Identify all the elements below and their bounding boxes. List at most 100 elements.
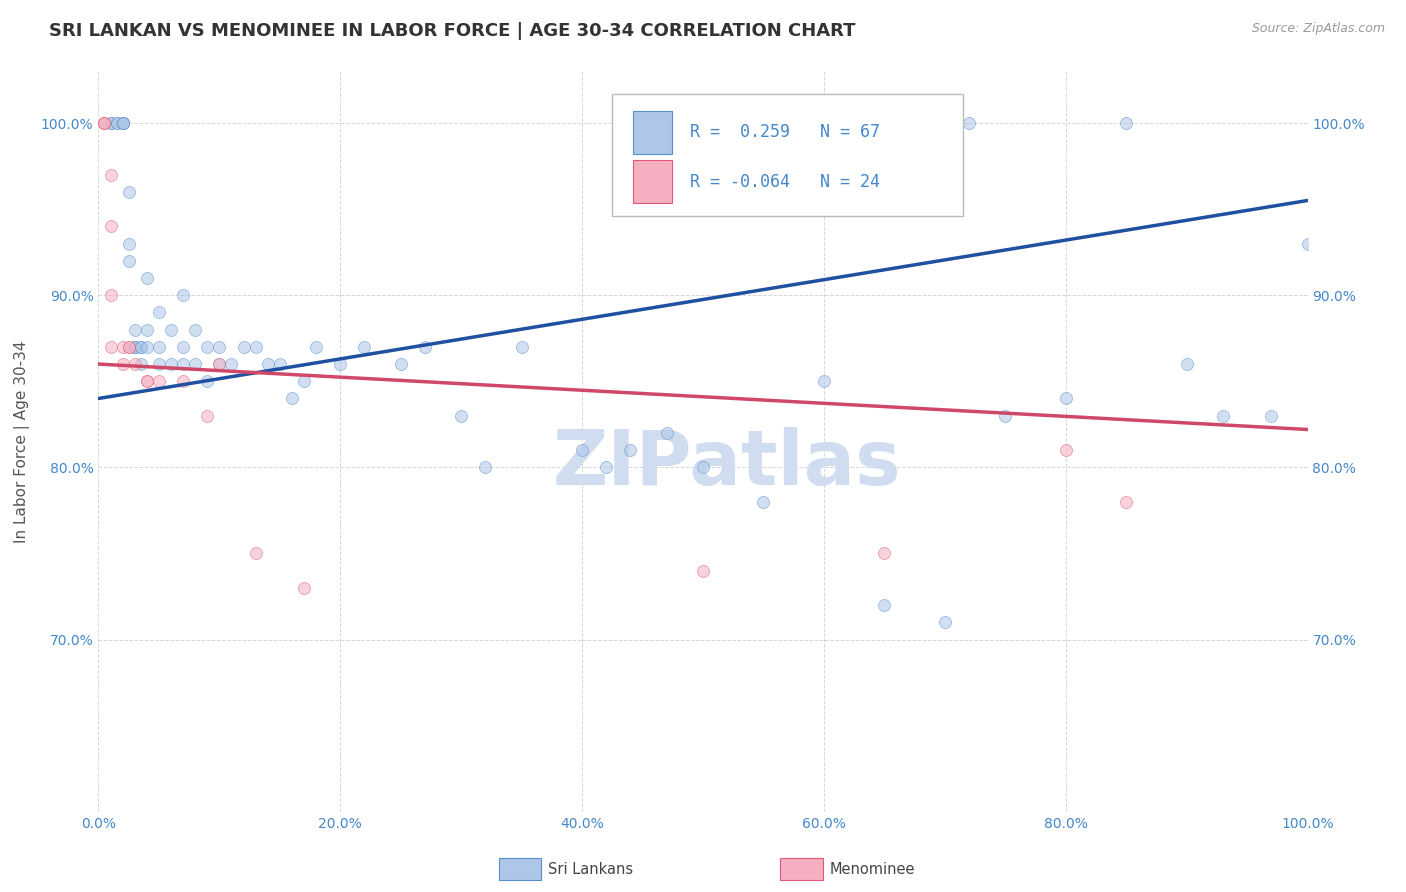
Text: ZIPatlas: ZIPatlas	[553, 426, 901, 500]
Point	[195, 340, 218, 354]
Point	[195, 409, 218, 423]
Point	[100, 168, 122, 182]
Point	[245, 340, 267, 354]
Point	[172, 357, 194, 371]
Point	[111, 116, 134, 130]
Point	[118, 253, 141, 268]
Point	[1296, 236, 1319, 251]
Point	[1054, 392, 1077, 406]
Point	[873, 598, 896, 612]
Text: Menominee: Menominee	[830, 863, 915, 877]
Y-axis label: In Labor Force | Age 30-34: In Labor Force | Age 30-34	[14, 340, 30, 543]
Point	[93, 116, 115, 130]
Text: R =  0.259   N = 67: R = 0.259 N = 67	[690, 123, 880, 141]
Point	[100, 116, 122, 130]
Point	[118, 185, 141, 199]
Point	[160, 323, 183, 337]
Point	[100, 219, 122, 234]
Point	[245, 546, 267, 560]
Point	[93, 116, 115, 130]
Point	[172, 340, 194, 354]
Point	[474, 460, 496, 475]
Point	[129, 357, 152, 371]
Point	[413, 340, 436, 354]
Point	[160, 357, 183, 371]
Point	[389, 357, 412, 371]
Point	[148, 357, 170, 371]
Point	[256, 357, 278, 371]
Point	[148, 305, 170, 319]
Text: R = -0.064   N = 24: R = -0.064 N = 24	[690, 173, 880, 191]
Point	[1054, 443, 1077, 458]
Point	[510, 340, 533, 354]
Point	[232, 340, 254, 354]
Point	[129, 340, 152, 354]
Point	[111, 116, 134, 130]
Point	[1212, 409, 1234, 423]
Point	[1260, 409, 1282, 423]
Point	[111, 357, 134, 371]
Point	[118, 236, 141, 251]
Point	[1115, 495, 1137, 509]
Point	[184, 357, 207, 371]
Point	[195, 374, 218, 388]
FancyBboxPatch shape	[633, 161, 672, 203]
Point	[752, 495, 775, 509]
Point	[281, 392, 304, 406]
Point	[619, 443, 641, 458]
Point	[450, 409, 472, 423]
Point	[595, 460, 617, 475]
Text: Source: ZipAtlas.com: Source: ZipAtlas.com	[1251, 22, 1385, 36]
Point	[329, 357, 352, 371]
Point	[111, 340, 134, 354]
Text: SRI LANKAN VS MENOMINEE IN LABOR FORCE | AGE 30-34 CORRELATION CHART: SRI LANKAN VS MENOMINEE IN LABOR FORCE |…	[49, 22, 856, 40]
Point	[873, 546, 896, 560]
Point	[208, 357, 231, 371]
Point	[148, 340, 170, 354]
Point	[692, 564, 714, 578]
Point	[111, 116, 134, 130]
Point	[655, 425, 678, 440]
Point	[208, 340, 231, 354]
Point	[100, 340, 122, 354]
Point	[124, 340, 146, 354]
Point	[148, 374, 170, 388]
Point	[124, 357, 146, 371]
Point	[124, 340, 146, 354]
Point	[957, 116, 980, 130]
Point	[135, 340, 157, 354]
Point	[994, 409, 1017, 423]
FancyBboxPatch shape	[633, 111, 672, 153]
Point	[118, 340, 141, 354]
Point	[135, 374, 157, 388]
Point	[93, 116, 115, 130]
Point	[571, 443, 593, 458]
Point	[353, 340, 375, 354]
Point	[813, 374, 835, 388]
Point	[1175, 357, 1198, 371]
Point	[292, 374, 315, 388]
Point	[172, 374, 194, 388]
Text: Sri Lankans: Sri Lankans	[548, 863, 634, 877]
Point	[129, 340, 152, 354]
Point	[124, 340, 146, 354]
Point	[100, 116, 122, 130]
Point	[135, 374, 157, 388]
Point	[269, 357, 291, 371]
Point	[305, 340, 328, 354]
Point	[221, 357, 243, 371]
Point	[692, 460, 714, 475]
Point	[111, 116, 134, 130]
Point	[292, 581, 315, 595]
Point	[208, 357, 231, 371]
Point	[184, 323, 207, 337]
Point	[135, 323, 157, 337]
FancyBboxPatch shape	[613, 94, 963, 216]
Point	[135, 271, 157, 285]
Point	[105, 116, 128, 130]
Point	[124, 323, 146, 337]
Point	[1115, 116, 1137, 130]
Point	[100, 288, 122, 302]
Point	[934, 615, 956, 630]
Point	[118, 340, 141, 354]
